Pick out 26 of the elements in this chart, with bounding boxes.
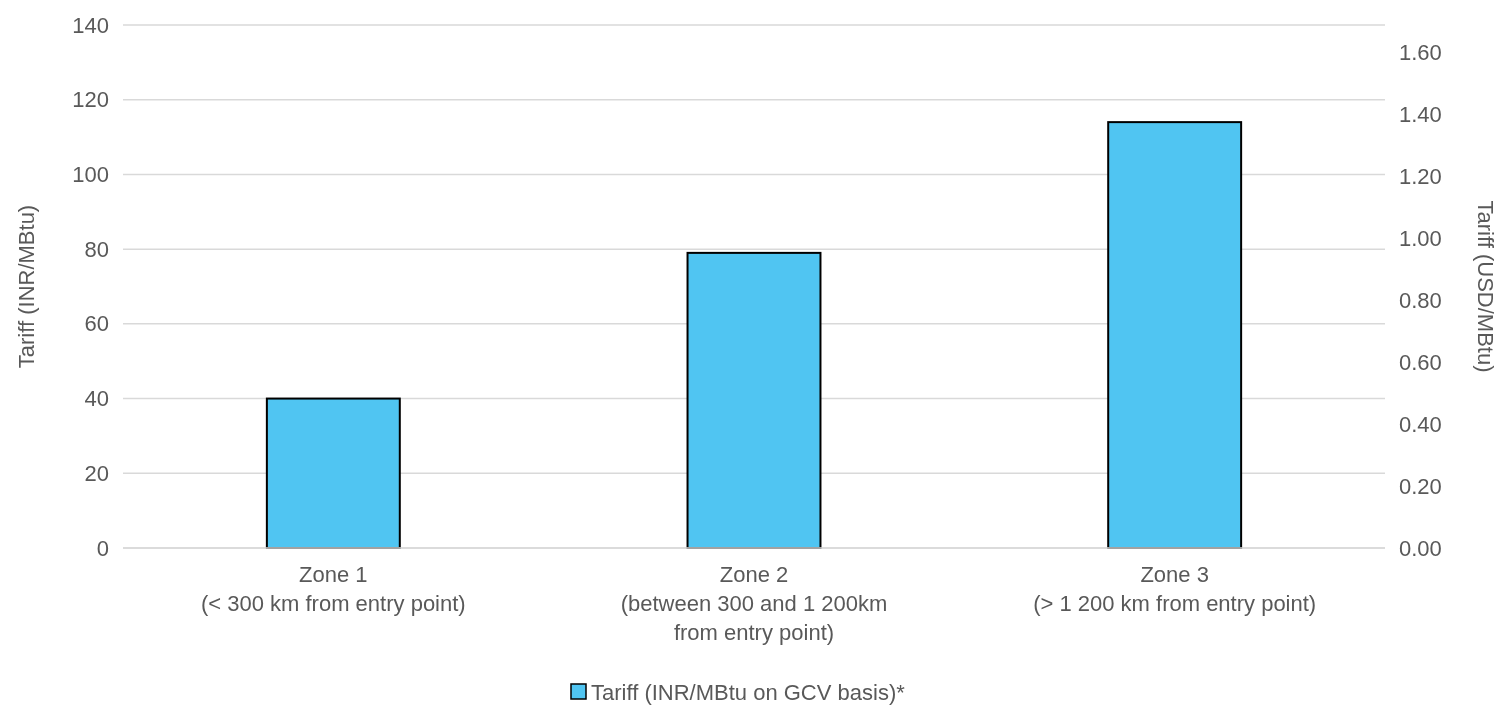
y-tick-label: 100	[72, 161, 109, 187]
bar	[686, 251, 822, 549]
y2-tick-label: 1.60	[1399, 40, 1442, 66]
legend-label: Tariff (INR/MBtu on GCV basis)*	[591, 680, 906, 705]
y-tick-label: 0	[96, 535, 109, 561]
y2-tick-label: 1.40	[1399, 102, 1442, 128]
y-tick-label: 40	[84, 386, 109, 412]
bar	[265, 397, 401, 549]
y-axis-title: Tariff (INR/MBtu)	[14, 204, 39, 369]
y-tick-label: 120	[72, 87, 109, 113]
y-tick-label: 60	[84, 311, 109, 337]
x-tick-label: Zone 1 (< 300 km from entry point)	[200, 562, 466, 616]
y2-tick-label: 1.00	[1399, 226, 1442, 252]
y2-tick-label: 1.20	[1399, 164, 1442, 190]
y2-tick-label: 0.40	[1399, 411, 1442, 437]
bar	[1107, 121, 1243, 549]
x-tick-label: Zone 2 (between 300 and 1 200km from entry point)	[620, 562, 888, 645]
y-tick-label: 140	[72, 12, 109, 38]
y2-tick-label: 0.20	[1399, 473, 1442, 499]
y2-tick-label: 0.60	[1399, 349, 1442, 375]
y2-tick-label: 0.80	[1399, 287, 1442, 313]
y2-tick-label: 0.00	[1399, 535, 1442, 561]
x-tick-label: Zone 3 (> 1 200 km from entry point)	[1033, 562, 1317, 616]
y-tick-label: 20	[84, 460, 109, 486]
y2-axis-title: Tariff (USD/MBtu)	[1473, 200, 1498, 373]
y-tick-label: 80	[84, 236, 109, 262]
